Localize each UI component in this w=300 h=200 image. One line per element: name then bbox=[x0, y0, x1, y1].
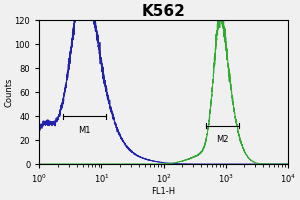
Y-axis label: Counts: Counts bbox=[4, 77, 13, 107]
Text: M1: M1 bbox=[78, 126, 91, 135]
Text: M2: M2 bbox=[216, 135, 229, 144]
Title: K562: K562 bbox=[142, 4, 185, 19]
X-axis label: FL1-H: FL1-H bbox=[152, 187, 176, 196]
